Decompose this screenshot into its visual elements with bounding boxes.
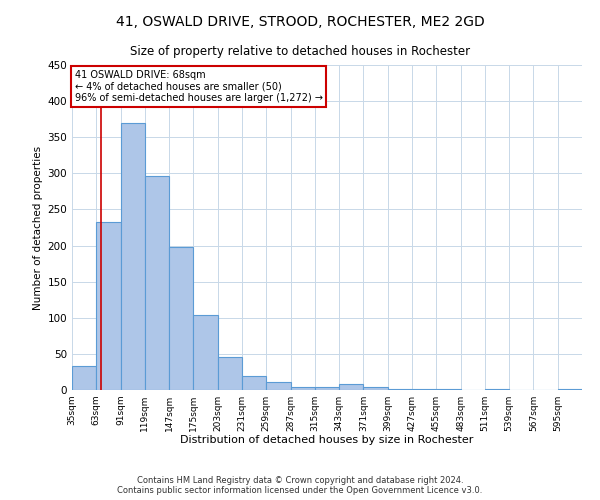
Bar [218,357,242,390]
Text: 41, OSWALD DRIVE, STROOD, ROCHESTER, ME2 2GD: 41, OSWALD DRIVE, STROOD, ROCHESTER, ME2… [116,15,484,29]
Text: 41 OSWALD DRIVE: 68sqm
← 4% of detached houses are smaller (50)
96% of semi-deta: 41 OSWALD DRIVE: 68sqm ← 4% of detached … [74,70,323,103]
Bar [72,366,96,390]
Bar [339,384,364,390]
Bar [96,222,121,390]
Bar [121,123,145,390]
Bar [364,387,388,390]
Y-axis label: Number of detached properties: Number of detached properties [33,146,43,310]
Bar [193,315,218,390]
Bar [315,387,339,390]
Bar [290,387,315,390]
Bar [266,382,290,390]
Bar [558,388,582,390]
Bar [145,176,169,390]
Bar [242,376,266,390]
Text: Size of property relative to detached houses in Rochester: Size of property relative to detached ho… [130,45,470,58]
Text: Contains HM Land Registry data © Crown copyright and database right 2024.
Contai: Contains HM Land Registry data © Crown c… [118,476,482,495]
Bar [169,247,193,390]
X-axis label: Distribution of detached houses by size in Rochester: Distribution of detached houses by size … [181,436,473,446]
